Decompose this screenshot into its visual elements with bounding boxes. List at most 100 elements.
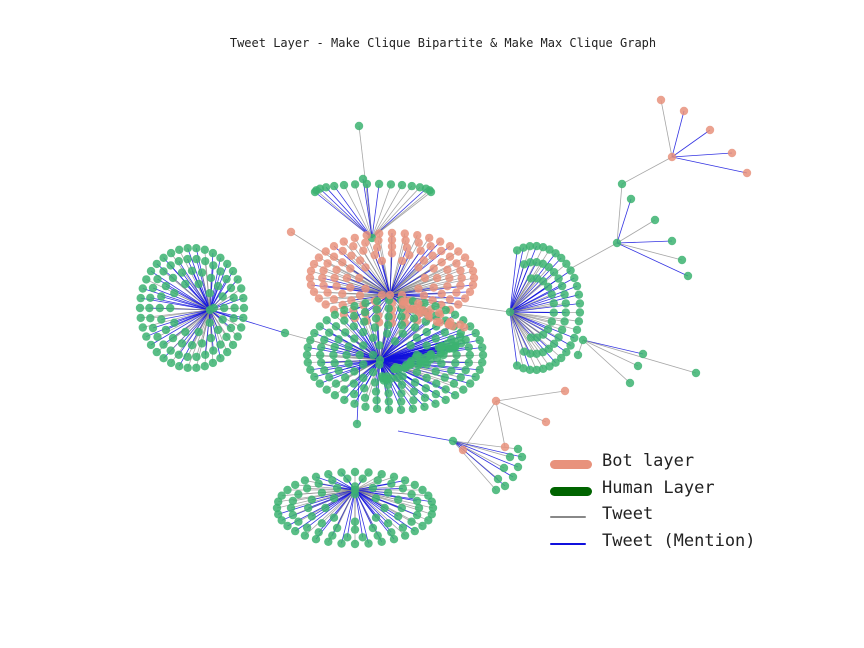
- tweet-edge: [582, 339, 631, 384]
- tweet-edge: [354, 184, 373, 239]
- tweet-edge: [343, 184, 373, 239]
- bot-node: [414, 284, 423, 293]
- human-node: [371, 314, 381, 323]
- human-node: [331, 322, 341, 331]
- human-node: [168, 273, 178, 283]
- human-node: [538, 364, 548, 373]
- mention-edge: [397, 430, 454, 442]
- human-node: [329, 350, 338, 360]
- bot-node: [456, 266, 465, 275]
- bot-node: [419, 256, 429, 265]
- human-node: [532, 333, 542, 342]
- human-node: [387, 528, 396, 537]
- human-node: [322, 316, 331, 325]
- mention-edge: [354, 489, 404, 528]
- mention-edge: [356, 359, 361, 425]
- bot-node: [342, 273, 352, 283]
- human-node: [361, 402, 370, 411]
- human-node: [239, 303, 249, 313]
- tweet-edge: [452, 440, 505, 469]
- human-node: [538, 277, 548, 286]
- bot-node: [372, 243, 382, 252]
- bot-node: [432, 273, 442, 283]
- bot-node: [387, 242, 397, 251]
- tweet-edge: [509, 302, 554, 313]
- human-node: [320, 366, 329, 375]
- human-node: [142, 275, 151, 284]
- human-node: [372, 305, 381, 314]
- bot-node: [419, 291, 429, 300]
- human-node: [562, 348, 571, 357]
- human-node: [359, 360, 368, 369]
- tweet-edge: [354, 476, 395, 491]
- bot-node: [405, 250, 414, 260]
- bot-node: [321, 247, 330, 256]
- tweet-edge: [172, 277, 211, 311]
- bot-node: [452, 259, 461, 268]
- human-node: [192, 244, 201, 253]
- human-node: [340, 385, 349, 394]
- human-node: [359, 341, 368, 350]
- mention-edge: [181, 309, 211, 344]
- human-node: [374, 179, 384, 189]
- human-node: [239, 313, 248, 323]
- human-node: [360, 384, 369, 393]
- human-node: [288, 496, 298, 506]
- human-node: [159, 253, 168, 262]
- human-node: [572, 281, 582, 291]
- tweet-edge: [290, 489, 356, 509]
- tweet-edge: [174, 292, 211, 311]
- human-node: [450, 310, 460, 319]
- legend-item-tweet: Tweet: [546, 501, 776, 528]
- human-node: [560, 290, 569, 299]
- bot-node: [426, 242, 435, 251]
- bot-node: [374, 236, 383, 245]
- human-node: [410, 480, 419, 490]
- mention-edge: [616, 240, 673, 244]
- bot-node: [424, 311, 433, 321]
- human-node: [551, 249, 560, 258]
- human-node: [216, 354, 225, 363]
- tweet-edge: [495, 400, 506, 448]
- mention-edge: [365, 267, 391, 296]
- bot-node: [468, 280, 478, 290]
- human-node: [233, 332, 242, 341]
- tweet-edge: [304, 489, 356, 536]
- human-node: [208, 248, 218, 258]
- bot-node: [436, 237, 445, 246]
- human-node: [545, 362, 554, 371]
- bot-node: [355, 291, 365, 300]
- tweet-edge: [509, 263, 544, 313]
- human-node: [561, 308, 570, 317]
- human-node: [397, 380, 407, 390]
- mention-edge: [333, 185, 373, 239]
- legend-label-bot-layer: Bot layer: [602, 451, 695, 471]
- mention-edge: [671, 110, 685, 158]
- bot-node: [448, 321, 457, 331]
- human-node: [216, 267, 225, 276]
- human-node: [471, 372, 480, 382]
- bot-node: [429, 264, 438, 273]
- human-node: [303, 358, 312, 367]
- bot-node: [454, 247, 463, 256]
- human-node: [291, 480, 300, 490]
- human-node: [344, 359, 353, 368]
- human-node: [332, 523, 342, 533]
- tweet-edge: [389, 277, 438, 296]
- human-node: [228, 340, 238, 350]
- human-node: [384, 405, 394, 415]
- human-node: [304, 503, 313, 513]
- human-node: [159, 340, 168, 349]
- human-node: [377, 470, 386, 479]
- human-node: [314, 479, 323, 488]
- human-node: [352, 419, 362, 429]
- human-node: [166, 303, 175, 313]
- human-node: [574, 317, 584, 326]
- human-node: [414, 503, 424, 513]
- mention-edge: [389, 245, 432, 296]
- human-node: [384, 312, 393, 321]
- human-node: [451, 358, 460, 368]
- mention-edge: [389, 268, 434, 296]
- human-node: [168, 333, 178, 343]
- mention-edge: [509, 285, 563, 313]
